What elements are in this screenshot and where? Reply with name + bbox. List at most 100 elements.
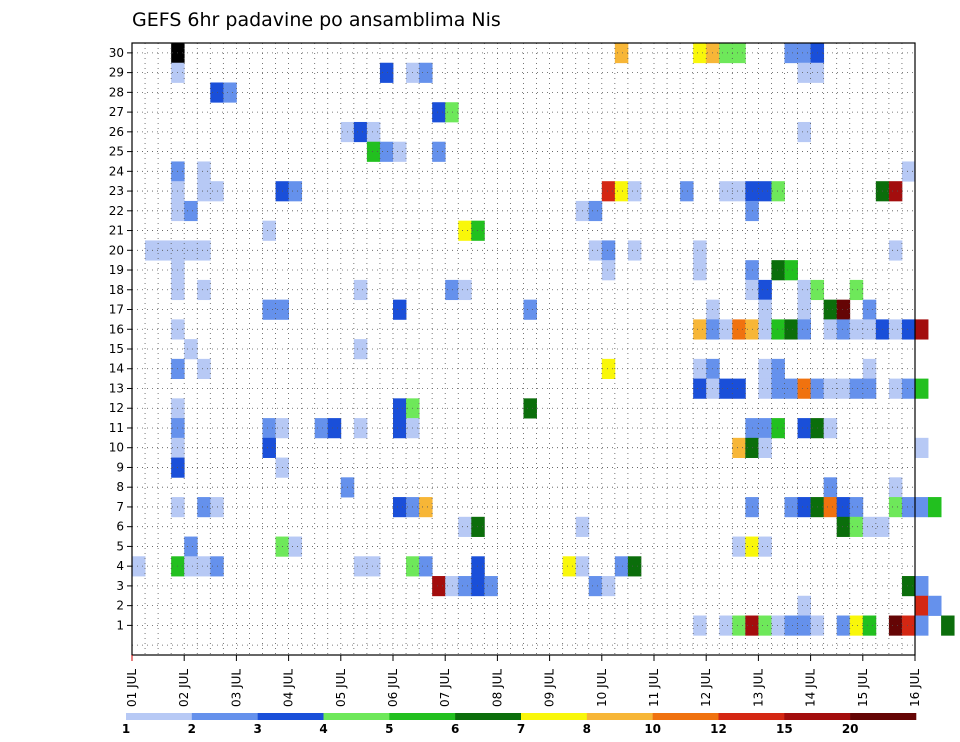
y-tick-label: 22	[109, 204, 124, 218]
legend-swatch	[389, 713, 456, 720]
legend-swatch	[126, 713, 193, 720]
heatmap-cell	[432, 141, 446, 162]
heatmap-cells	[132, 43, 955, 636]
legend-label: 5	[385, 722, 393, 736]
x-tick-label: 01 JUL	[125, 669, 139, 707]
heatmap-cell	[823, 378, 838, 399]
x-tick-label: 14 JUL	[804, 669, 818, 707]
heatmap-cell	[928, 595, 942, 616]
heatmap-cell	[184, 240, 198, 261]
x-tick-label: 08 JUL	[490, 669, 504, 707]
heatmap-cell	[419, 62, 433, 83]
heatmap-cell	[758, 299, 772, 320]
heatmap-cell	[836, 497, 851, 518]
legend-label: 10	[644, 722, 661, 736]
heatmap-cell	[197, 358, 211, 380]
heatmap-cell	[901, 378, 916, 399]
heatmap-cell	[836, 319, 851, 340]
x-tick-label: 03 JUL	[229, 669, 243, 707]
heatmap-cell	[915, 576, 929, 597]
heatmap-cell	[693, 615, 707, 636]
x-tick-label: 11 JUL	[647, 669, 661, 707]
heatmap-cell	[353, 418, 368, 439]
y-tick-label: 8	[116, 480, 124, 494]
heatmap-cell	[393, 418, 407, 439]
heatmap-cell	[836, 516, 851, 537]
heatmap-cell	[888, 240, 903, 261]
x-tick-label: 15 JUL	[856, 669, 870, 707]
legend-label: 2	[188, 722, 196, 736]
y-axis-ticks: 1234567891011121314151617181920212223242…	[109, 46, 132, 632]
legend-swatch	[323, 713, 390, 720]
heatmap-cell	[366, 121, 381, 143]
heatmap-cell	[915, 595, 929, 616]
x-tick-label: 02 JUL	[177, 669, 191, 707]
heatmap-cell	[393, 299, 407, 320]
heatmap-cell	[915, 319, 929, 340]
y-tick-label: 18	[109, 283, 124, 297]
y-tick-label: 5	[116, 539, 124, 553]
y-tick-label: 4	[116, 559, 124, 573]
heatmap-cell	[693, 240, 707, 261]
legend-swatch	[850, 713, 917, 720]
heatmap-cell	[758, 319, 772, 340]
heatmap-cell	[197, 240, 211, 261]
legend-label: 12	[710, 722, 727, 736]
heatmap-cell	[288, 536, 303, 557]
color-legend: 1 2 3 4 5 6 7 8 10 12 15 20	[122, 713, 917, 736]
heatmap-cell	[797, 62, 811, 83]
x-tick-label: 13 JUL	[751, 669, 765, 707]
heatmap-cell	[197, 161, 211, 182]
heatmap-cell	[693, 358, 707, 380]
heatmap-cell	[797, 378, 811, 399]
heatmap-cell	[823, 319, 838, 340]
heatmap-cell	[366, 556, 381, 577]
y-tick-label: 19	[109, 263, 124, 277]
heatmap-cell	[797, 43, 811, 64]
heatmap-cell	[862, 615, 877, 636]
chart-title: GEFS 6hr padavine po ansamblima Nis	[132, 9, 501, 31]
heatmap-cell	[888, 477, 903, 498]
heatmap-cell	[915, 378, 929, 399]
heatmap-cell	[262, 220, 276, 241]
heatmap-cell	[523, 299, 537, 320]
heatmap-cell	[145, 240, 159, 261]
heatmap-cell	[680, 181, 694, 202]
heatmap-cell	[419, 556, 433, 577]
heatmap-cell	[353, 121, 368, 143]
heatmap-cell	[901, 615, 916, 636]
x-axis-ticks: 01 JUL 02 JUL 03 JUL 04 JUL 05 JUL 06 JUL 07 J…	[125, 655, 922, 707]
heatmap-cell	[471, 516, 485, 537]
heatmap-cell	[445, 279, 459, 301]
heatmap-cell	[901, 576, 916, 597]
heatmap-cell	[732, 615, 746, 636]
heatmap-cell	[771, 319, 785, 340]
heatmap-cell	[445, 102, 459, 123]
legend-swatch	[586, 713, 653, 720]
heatmap-cell	[797, 319, 811, 340]
heatmap-cell	[184, 536, 198, 557]
heatmap-cell	[758, 536, 772, 557]
heatmap-cell	[588, 240, 603, 261]
y-tick-label: 29	[109, 66, 124, 80]
legend-label: 1	[122, 722, 130, 736]
x-tick-label: 05 JUL	[334, 669, 348, 707]
heatmap-cell	[614, 43, 629, 64]
heatmap-cell	[849, 279, 864, 301]
heatmap-cell	[601, 576, 616, 597]
heatmap-cell	[771, 378, 785, 399]
heatmap-cell	[888, 497, 903, 518]
y-tick-label: 28	[109, 85, 124, 99]
y-tick-label: 20	[109, 243, 124, 257]
heatmap-cell	[784, 497, 798, 518]
y-tick-label: 16	[109, 322, 124, 336]
heatmap-cell	[797, 299, 811, 320]
heatmap-cell	[915, 437, 929, 458]
y-tick-label: 12	[109, 401, 124, 415]
heatmap-cell	[719, 615, 733, 636]
heatmap-cell	[797, 615, 811, 636]
heatmap-cell	[784, 378, 798, 399]
heatmap-cell	[484, 576, 498, 597]
heatmap-cell	[836, 615, 851, 636]
